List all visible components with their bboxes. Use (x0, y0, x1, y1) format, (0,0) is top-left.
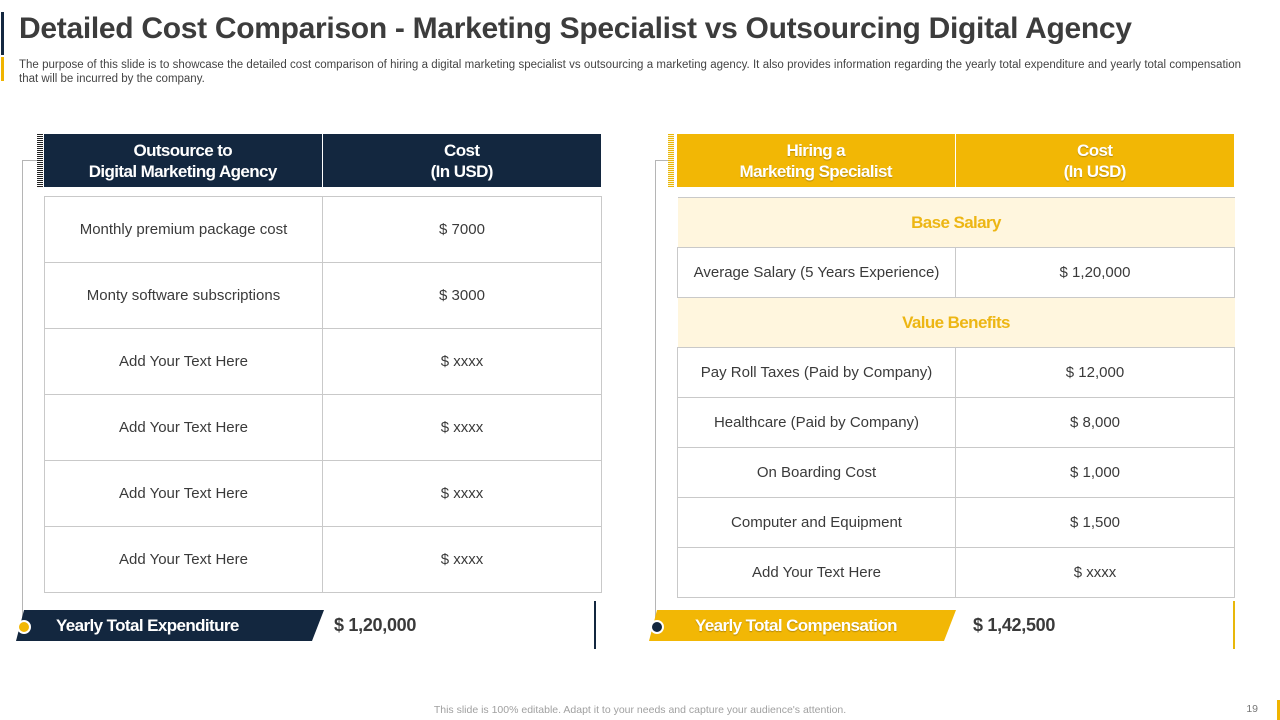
page-title: Detailed Cost Comparison - Marketing Spe… (19, 12, 1132, 45)
bullet-dot-icon (650, 620, 664, 634)
specialist-table-header: Hiring a Marketing Specialist Cost (In U… (677, 134, 1234, 187)
total-end-bar (594, 601, 596, 649)
title-accent-bar-yellow (1, 57, 4, 81)
yearly-total-compensation-banner: Yearly Total Compensation (649, 610, 956, 641)
header-cost-label: Cost (In USD) (954, 134, 1234, 187)
page-description: The purpose of this slide is to showcase… (19, 59, 1241, 85)
yearly-total-compensation-value: $ 1,42,500 (973, 615, 1056, 635)
connector-line (655, 160, 656, 626)
table-row: Add Your Text Here $ xxxx (44, 526, 602, 593)
table-row: Monthly premium package cost $ 7000 (44, 196, 602, 263)
bullet-dot-icon (17, 620, 31, 634)
table-row: Add Your Text Here $ xxxx (44, 460, 602, 527)
table-row: Average Salary (5 Years Experience) $ 1,2… (677, 247, 1235, 298)
connector-line (22, 160, 37, 161)
table-row: Monty software subscriptions $ 3000 (44, 262, 602, 329)
yearly-total-expenditure-banner: Yearly Total Expenditure (16, 610, 324, 641)
header-specialist-label: Hiring a Marketing Specialist (677, 134, 955, 187)
table-row: Add Your Text Here $ xxxx (677, 547, 1235, 598)
header-stripe-decoration (668, 134, 674, 187)
outsource-table-header: Outsource to Digital Marketing Agency Co… (44, 134, 601, 187)
header-stripe-decoration (37, 134, 43, 187)
page-accent-bar (1277, 700, 1280, 720)
table-row: Add Your Text Here $ xxxx (44, 394, 602, 461)
total-end-bar (1233, 601, 1235, 649)
outsource-table: Monthly premium package cost $ 7000 Monty… (44, 196, 602, 593)
yearly-total-expenditure-value: $ 1,20,000 (334, 615, 417, 635)
page-number: 19 (1246, 703, 1258, 715)
header-outsource-label: Outsource to Digital Marketing Agency (44, 134, 322, 187)
title-accent-bar-navy (1, 12, 4, 55)
connector-line (655, 160, 668, 161)
header-cost-label: Cost (In USD) (321, 134, 601, 187)
table-row: Computer and Equipment $ 1,500 (677, 497, 1235, 548)
section-header-value-benefits: Value Benefits (677, 297, 1235, 348)
connector-line (22, 160, 23, 626)
table-row: Add Your Text Here $ xxxx (44, 328, 602, 395)
specialist-table: Base Salary Average Salary (5 Years Expe… (677, 197, 1235, 598)
footer-note: This slide is 100% editable. Adapt it to… (433, 704, 847, 716)
table-row: On Boarding Cost $ 1,000 (677, 447, 1235, 498)
table-row: Pay Roll Taxes (Paid by Company) $ 12,000 (677, 347, 1235, 398)
table-row: Healthcare (Paid by Company) $ 8,000 (677, 397, 1235, 448)
section-header-base-salary: Base Salary (677, 197, 1235, 248)
